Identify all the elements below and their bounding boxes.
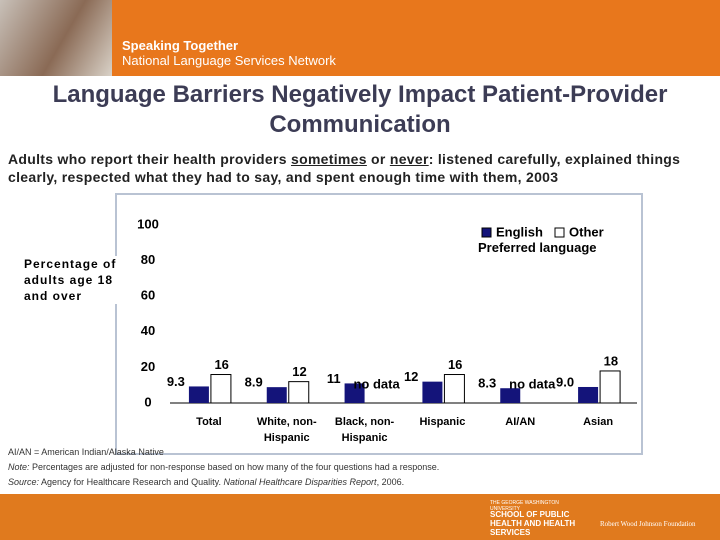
source-label: Source:: [8, 477, 40, 487]
subtitle-text: Adults who report their health providers: [8, 151, 291, 167]
source-title: National Healthcare Disparities Report: [223, 477, 377, 487]
subtitle-text: or: [366, 151, 390, 167]
bar: [500, 388, 521, 403]
header-title: Speaking Together: [122, 38, 239, 53]
value-label: 8.3: [478, 376, 496, 391]
value-label: 9.0: [556, 374, 574, 389]
legend-label: English: [496, 224, 543, 239]
subtitle: Adults who report their health providers…: [8, 150, 714, 186]
x-tick-label: Asian: [583, 416, 614, 428]
subtitle-text: : listened carefully, explained things c…: [8, 151, 681, 185]
source: Source: Agency for Healthcare Research a…: [8, 477, 404, 487]
legend-swatch: [554, 227, 565, 238]
y-tick-label: 20: [141, 359, 155, 374]
bar: [210, 374, 232, 404]
chart-frame: [115, 193, 643, 455]
x-tick-label: White, non-Hispanic: [256, 416, 317, 444]
abbreviation-note: AI/AN = American Indian/Alaska Native: [8, 447, 164, 457]
value-label: no data: [353, 376, 400, 391]
value-label: 16: [448, 357, 462, 372]
bar: [443, 374, 465, 404]
y-tick-label: 100: [137, 216, 159, 231]
legend-title: Preferred language: [478, 240, 597, 255]
value-label: 18: [604, 353, 618, 368]
footer-foundation: Robert Wood Johnson Foundation: [600, 520, 696, 528]
bar: [344, 383, 365, 403]
x-tick-label: AI/AN: [505, 416, 536, 428]
x-tick-label: Total: [196, 416, 222, 428]
y-tick-label: 60: [141, 288, 155, 303]
value-label: 8.9: [245, 375, 263, 390]
value-label: 11: [327, 371, 341, 386]
bar: [288, 381, 310, 404]
x-tick-label: Hispanic: [419, 416, 466, 428]
value-label: 9.3: [167, 374, 185, 389]
source-text: Agency for Healthcare Research and Quali…: [41, 477, 224, 487]
value-label: no data: [509, 376, 556, 391]
y-axis-label: Percentage of adults age 18 and over: [24, 256, 128, 304]
value-label: 12: [292, 364, 306, 379]
y-tick-label: 0: [144, 394, 151, 409]
header-banner: [0, 0, 720, 76]
value-label: 12: [404, 369, 418, 384]
footer-school: SCHOOL OF PUBLIC HEALTH AND HEALTH SERVI…: [490, 510, 576, 537]
bar: [422, 381, 443, 403]
footer-banner: [0, 494, 720, 540]
bar: [599, 370, 621, 404]
source-end: , 2006.: [376, 477, 405, 487]
subtitle-emphasis: never: [389, 151, 429, 167]
slide-title: Language Barriers Negatively Impact Pati…: [52, 81, 668, 138]
footer-university: THE GEORGE WASHINGTON UNIVERSITY: [490, 500, 559, 512]
note-label: Note:: [8, 462, 30, 472]
note: Note: Percentages are adjusted for non-r…: [8, 462, 439, 472]
value-label: 16: [214, 357, 228, 372]
y-tick-label: 80: [141, 252, 155, 267]
x-tick-label: Black, non-Hispanic: [334, 416, 395, 444]
bar: [266, 387, 287, 403]
subtitle-emphasis: sometimes: [291, 151, 367, 167]
header-subtitle: National Language Services Network: [122, 53, 336, 68]
y-tick-label: 40: [141, 323, 155, 338]
legend-swatch: [481, 227, 492, 238]
bar: [188, 386, 209, 403]
bar: [578, 386, 599, 403]
header-photo: [0, 0, 112, 76]
legend-label: Other: [569, 224, 604, 239]
note-text: Percentages are adjusted for non-respons…: [32, 462, 440, 472]
